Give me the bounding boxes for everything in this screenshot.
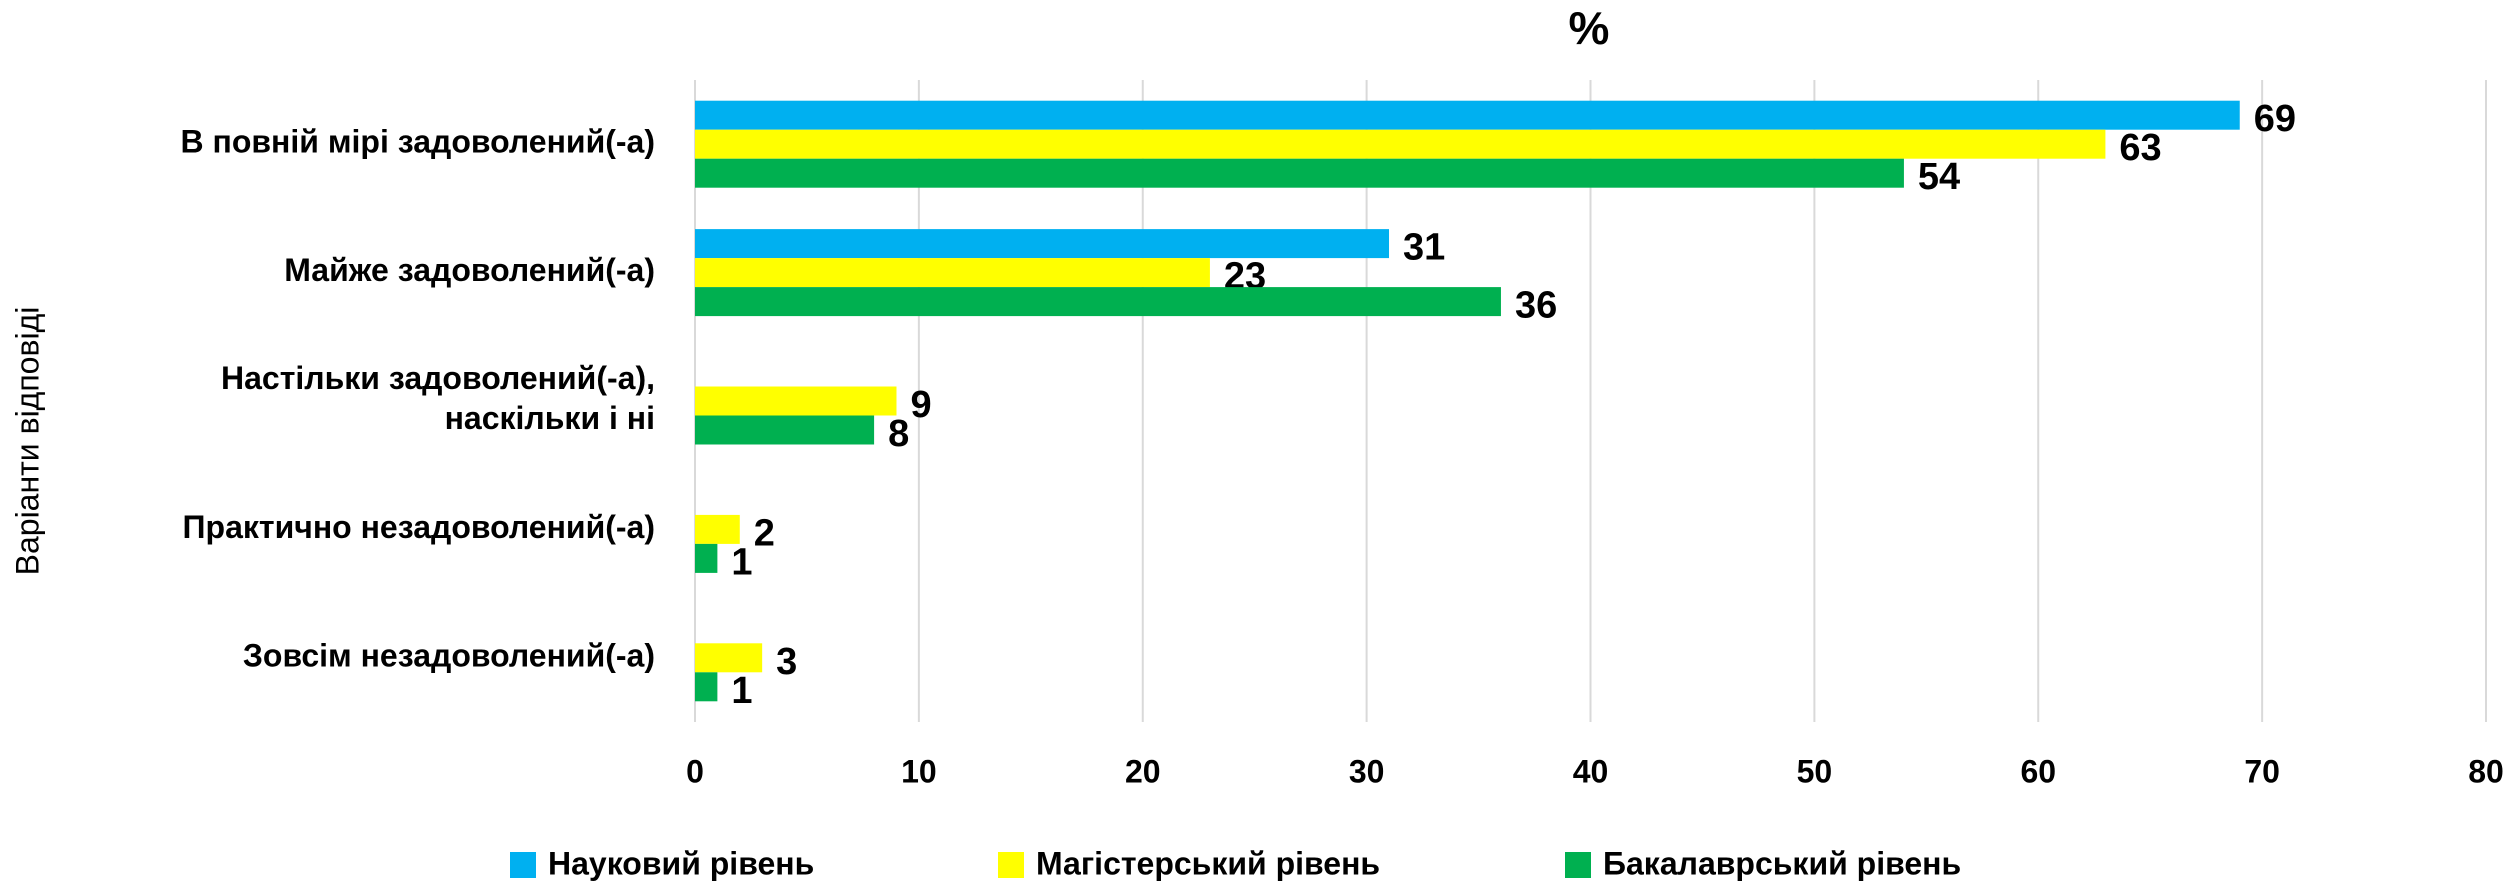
chart-title: % [1569,2,1610,54]
bar [695,158,1904,188]
legend-label: Науковий рівень [548,845,814,881]
data-label: 69 [2254,98,2296,140]
data-label: 31 [1403,227,1445,269]
bar [695,386,897,416]
x-tick-label: 20 [1125,753,1161,789]
legend-label: Бакалаврський рівень [1603,845,1961,881]
x-tick-label: 0 [686,753,704,789]
x-tick-label: 40 [1573,753,1609,789]
x-tick-label: 70 [2244,753,2280,789]
data-label: 54 [1918,156,1960,198]
bar [695,415,875,445]
data-label: 63 [2119,127,2161,169]
bar [695,672,718,702]
legend-swatch [510,852,536,878]
y-axis-label: Варіанти відповіді [9,307,45,576]
bar [695,543,718,573]
x-tick-label: 10 [901,753,937,789]
data-label: 3 [776,641,797,683]
bar [695,643,763,673]
bar [695,100,2240,130]
data-label: 36 [1515,285,1557,327]
bar [695,514,740,544]
bar [695,129,2106,159]
data-label: 8 [888,413,909,455]
legend-label: Магістерський рівень [1036,845,1380,881]
x-tick-label: 80 [2468,753,2504,789]
data-label: 1 [731,541,752,583]
data-label: 9 [910,384,931,426]
x-tick-label: 30 [1349,753,1385,789]
bar [695,229,1390,259]
x-tick-label: 50 [1797,753,1833,789]
bar [695,287,1501,317]
y-tick-label: Практично незадоволений(-а) [183,509,655,545]
legend-swatch [998,852,1024,878]
x-tick-label: 60 [2020,753,2056,789]
legend-swatch [1565,852,1591,878]
y-tick-label: В повній мірі задоволений(-а) [181,124,656,160]
y-tick-label: Майже задоволений(-а) [284,252,655,288]
bar [695,258,1210,288]
y-tick-label: Зовсім незадоволений(-а) [243,637,655,673]
y-tick-label: Настільки задоволений(-а), наскільки і ні [221,360,655,436]
data-label: 1 [731,670,752,712]
data-label: 2 [754,512,775,554]
